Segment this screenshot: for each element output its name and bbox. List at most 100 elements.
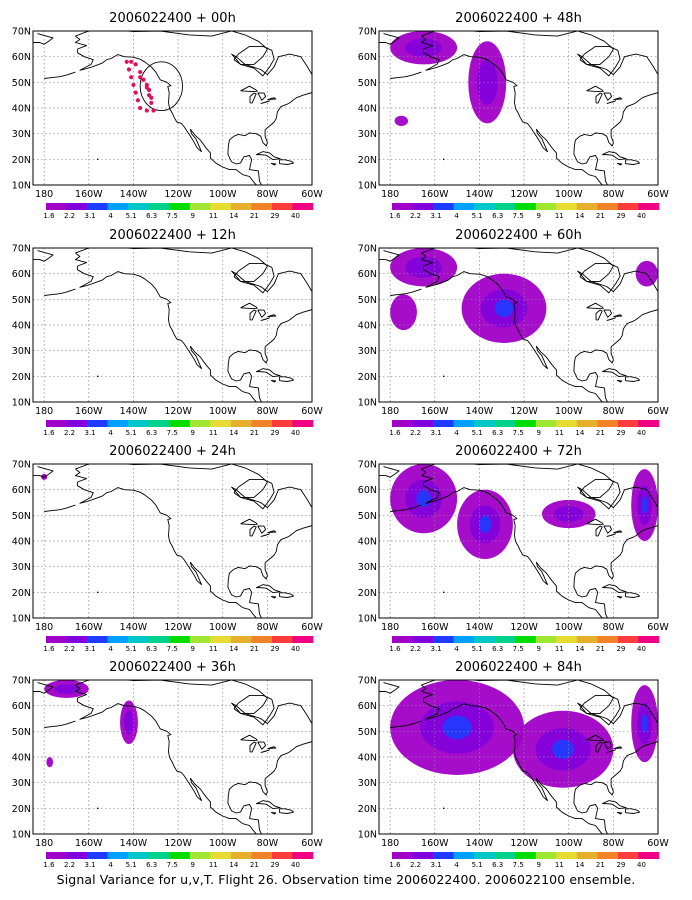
colorbar-label: 40 bbox=[637, 645, 646, 653]
coastline-siberia bbox=[379, 33, 400, 45]
lat-tick-label: 60N bbox=[358, 701, 377, 712]
colorbar-swatch bbox=[433, 852, 454, 859]
colorbar-swatch bbox=[169, 852, 191, 859]
colorbar-swatch bbox=[251, 420, 273, 427]
coastline-north bbox=[75, 680, 312, 725]
colorbar-label: 5.1 bbox=[472, 645, 483, 653]
panel-frame bbox=[378, 247, 659, 403]
lat-tick-label: 70N bbox=[358, 27, 377, 38]
colorbar-swatch bbox=[107, 636, 129, 643]
colorbar-swatch bbox=[576, 852, 598, 859]
lat-tick-label: 20N bbox=[358, 155, 377, 166]
colorbar-swatch bbox=[271, 203, 293, 210]
colorbar-label: 4 bbox=[108, 645, 113, 653]
coastline-hawaii bbox=[442, 158, 445, 161]
lon-tick-label: 160W bbox=[421, 838, 449, 849]
coastline-hawaii bbox=[442, 591, 445, 594]
coastline-island bbox=[602, 584, 627, 594]
colorbar-swatch bbox=[617, 420, 639, 427]
coastline-island bbox=[271, 811, 277, 815]
lat-tick-label: 50N bbox=[358, 727, 377, 738]
coastline-hawaii bbox=[442, 807, 445, 810]
coastline-island bbox=[617, 811, 623, 815]
colorbar-swatch bbox=[46, 852, 67, 859]
colorbar-label: 40 bbox=[291, 212, 300, 220]
colorbar-swatch bbox=[597, 420, 619, 427]
coastline-west bbox=[74, 252, 258, 402]
coastline-lake bbox=[613, 530, 623, 533]
coastline-lake bbox=[257, 92, 267, 101]
colorbar-swatch bbox=[412, 852, 434, 859]
coastline-island bbox=[256, 368, 281, 378]
colorbar-swatch bbox=[148, 203, 170, 210]
colorbar-label: 9 bbox=[191, 645, 195, 653]
panel-title: 2006022400 + 48h bbox=[455, 11, 582, 26]
colorbar-swatch bbox=[271, 636, 293, 643]
observation-marker bbox=[146, 87, 152, 93]
colorbar-label: 14 bbox=[229, 645, 238, 653]
lat-tick-label: 40N bbox=[12, 321, 31, 332]
observation-marker bbox=[149, 100, 154, 105]
colorbar-label: 3.1 bbox=[431, 861, 442, 869]
panel-frame bbox=[378, 679, 659, 835]
coastline-siberia bbox=[379, 250, 400, 262]
lon-tick-label: 180 bbox=[381, 622, 399, 633]
colorbar-label: 29 bbox=[616, 861, 625, 869]
colorbar-label: 3.1 bbox=[85, 212, 96, 220]
colorbar-label: 7.5 bbox=[513, 861, 524, 869]
colorbar-swatch bbox=[251, 203, 273, 210]
coastline-lake bbox=[613, 746, 623, 749]
coastline-north bbox=[75, 248, 312, 293]
colorbar-swatch bbox=[210, 420, 232, 427]
variance-region-peak bbox=[641, 714, 648, 734]
lon-tick-label: 80W bbox=[603, 838, 625, 849]
lat-tick-label: 30N bbox=[12, 129, 31, 140]
colorbar-swatch bbox=[169, 420, 191, 427]
panel-title: 2006022400 + 12h bbox=[109, 228, 236, 243]
lat-tick-label: 10N bbox=[358, 398, 377, 409]
colorbar-swatch bbox=[638, 203, 660, 210]
colorbar-label: 40 bbox=[291, 645, 300, 653]
colorbar-label: 40 bbox=[291, 861, 300, 869]
colorbar-swatch bbox=[292, 203, 314, 210]
lon-tick-label: 140W bbox=[120, 838, 148, 849]
target-area-ellipse bbox=[139, 61, 183, 112]
colorbar-label: 4 bbox=[454, 212, 459, 220]
lat-tick-label: 50N bbox=[12, 78, 31, 89]
coastline-lake bbox=[606, 749, 617, 754]
colorbar-swatch bbox=[494, 636, 516, 643]
colorbar-swatch bbox=[107, 203, 129, 210]
colorbar-swatch bbox=[230, 420, 252, 427]
colorbar-swatch bbox=[230, 636, 252, 643]
lat-tick-label: 60N bbox=[358, 52, 377, 63]
colorbar-swatch bbox=[392, 203, 413, 210]
lon-tick-label: 60W bbox=[647, 838, 669, 849]
colorbar-label: 14 bbox=[229, 212, 238, 220]
colorbar-swatch bbox=[392, 852, 413, 859]
panel-title: 2006022400 + 36h bbox=[109, 660, 236, 675]
lat-tick-label: 10N bbox=[12, 398, 31, 409]
lon-tick-label: 180 bbox=[35, 838, 53, 849]
lon-tick-label: 100W bbox=[209, 838, 237, 849]
colorbar-swatch bbox=[107, 420, 129, 427]
coastline-island bbox=[271, 379, 277, 383]
map-panel: 2006022400 + 60h 70N 60N 50N 40N 30N 20N 10N 180… bbox=[358, 228, 670, 437]
colorbar-swatch bbox=[474, 852, 495, 859]
observation-marker bbox=[138, 105, 143, 111]
panel-frame bbox=[32, 30, 313, 186]
coastline-lake bbox=[595, 92, 603, 104]
colorbar-swatch bbox=[453, 203, 475, 210]
colorbar-swatch bbox=[189, 636, 211, 643]
panel-title: 2006022400 + 24h bbox=[109, 444, 236, 459]
colorbar-swatch bbox=[292, 636, 314, 643]
colorbar-label: 7.5 bbox=[167, 429, 178, 437]
lon-tick-label: 160W bbox=[75, 838, 103, 849]
lat-tick-label: 30N bbox=[358, 346, 377, 357]
colorbar-label: 9 bbox=[537, 429, 541, 437]
observation-marker bbox=[141, 77, 146, 82]
panel-title: 2006022400 + 00h bbox=[109, 11, 236, 26]
colorbar-label: 29 bbox=[270, 429, 279, 437]
coastline-hawaii bbox=[96, 375, 99, 378]
coastline-island bbox=[279, 592, 294, 598]
